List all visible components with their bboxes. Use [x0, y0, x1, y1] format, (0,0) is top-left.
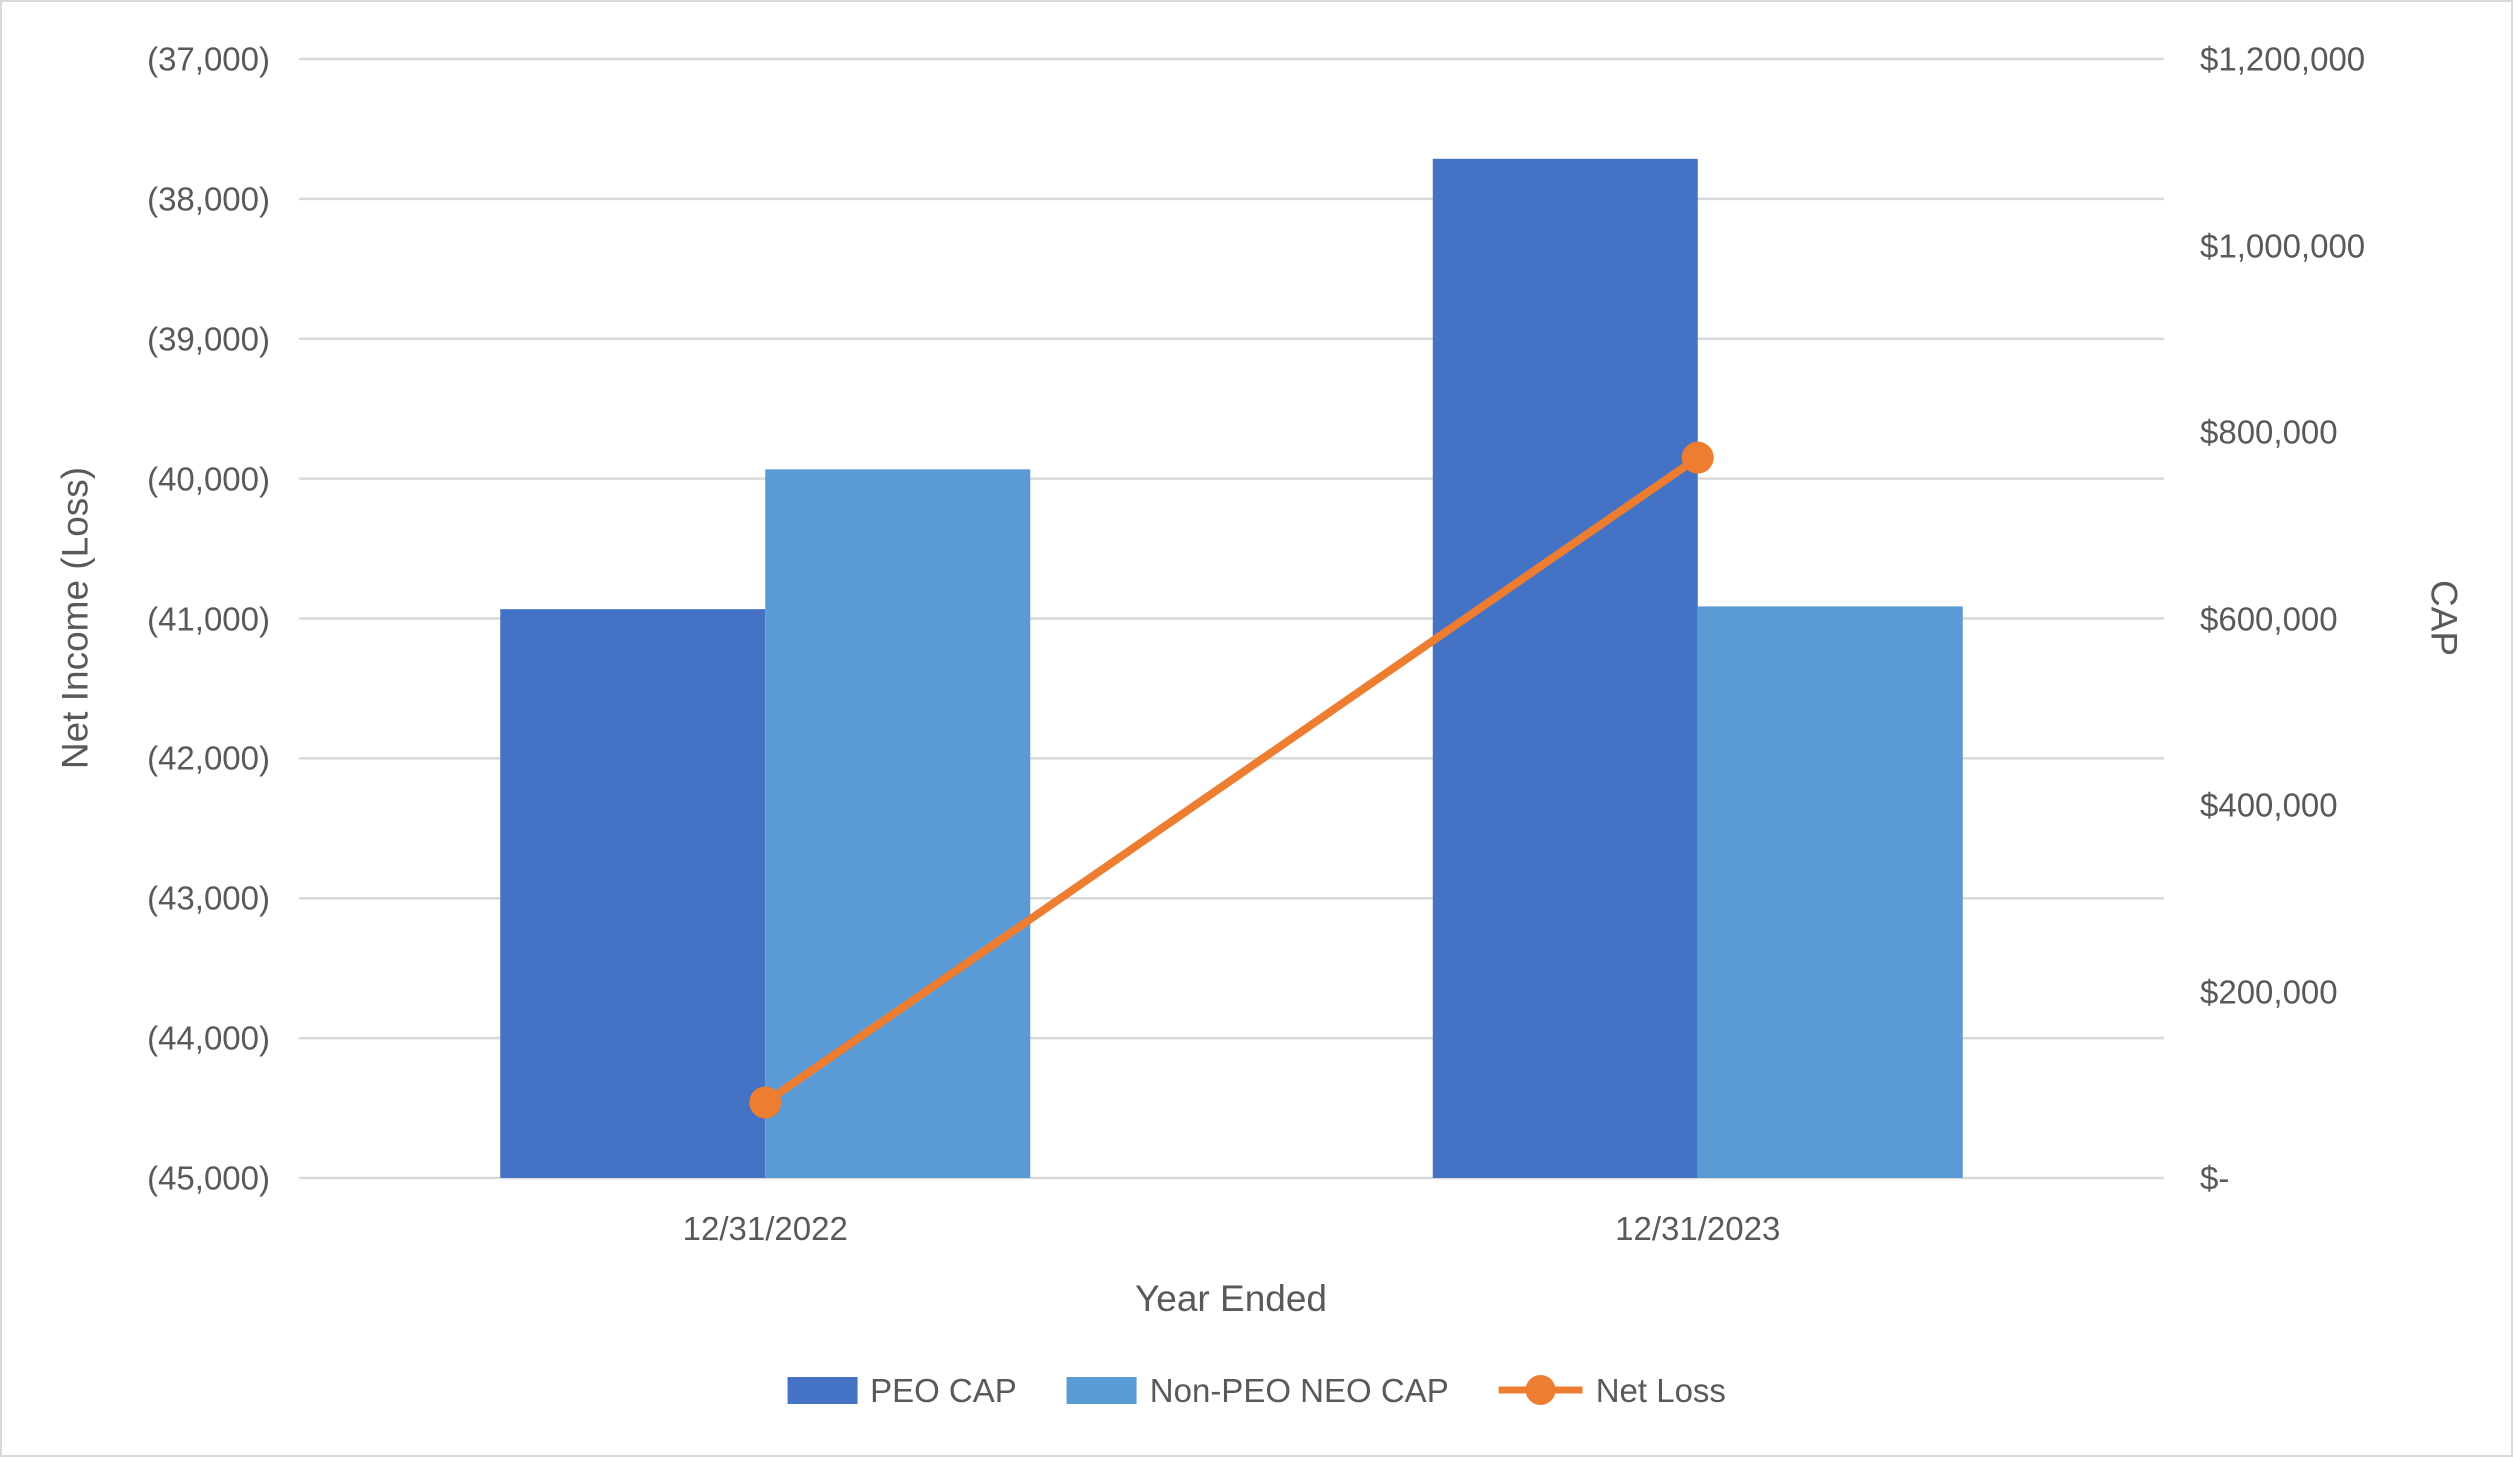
right-axis-tick: $1,000,000 [2200, 227, 2366, 264]
left-axis-tick: (42,000) [147, 739, 270, 777]
right-axis-tick: $- [2200, 1159, 2230, 1197]
right-axis-tick: $400,000 [2200, 786, 2338, 824]
x-axis-label-12-31-2023: 12/31/2023 [1615, 1210, 1781, 1247]
bar-peo-cap-12-31-2023 [1432, 158, 1698, 1179]
legend-label-peo-cap: PEO CAP [870, 1371, 1017, 1409]
left-axis-tick: (44,000) [147, 1019, 270, 1057]
legend-item-peo-cap: PEO CAP [787, 1374, 1017, 1407]
legend-swatch-non-peo-neo-cap [1066, 1376, 1137, 1404]
net-loss-marker-12-31-2022 [749, 1086, 782, 1119]
legend-label-net-loss: Net Loss [1595, 1371, 1726, 1409]
left-axis-tick: (40,000) [147, 460, 270, 498]
legend-item-non-peo-neo-cap: Non-PEO NEO CAP [1066, 1371, 1449, 1409]
left-axis-tick: (37,000) [147, 40, 270, 78]
legend-item-net-loss: Net Loss [1498, 1370, 1726, 1410]
legend-marker-net-loss [1525, 1375, 1556, 1405]
bar-non-peo-neo-cap-12-31-2022 [765, 469, 1031, 1178]
legend-label-non-peo-neo-cap: Non-PEO NEO CAP [1149, 1371, 1449, 1409]
bar-non-peo-neo-cap-12-31-2023 [1697, 606, 1963, 1178]
x-axis-label-12-31-2022: 12/31/2022 [682, 1210, 848, 1247]
legend-swatch-peo-cap [787, 1376, 858, 1404]
x-axis-title: Year Ended [1134, 1278, 1328, 1319]
left-axis-tick: (39,000) [147, 320, 270, 358]
net-loss-marker-12-31-2023 [1681, 441, 1714, 474]
right-axis-tick: $600,000 [2200, 600, 2338, 637]
right-axis-tick: $200,000 [2200, 973, 2338, 1010]
left-axis-tick: (45,000) [147, 1159, 270, 1197]
left-axis-tick: (38,000) [147, 180, 270, 218]
legend-swatch-net-loss [1498, 1375, 1583, 1405]
legend: PEO CAP Non-PEO NEO CAP Net Loss [787, 1370, 1726, 1410]
bar-peo-cap-12-31-2022 [500, 609, 766, 1178]
right-axis-tick: $800,000 [2200, 413, 2338, 451]
net-loss-line [761, 453, 1702, 1107]
right-axis-tick: $1,200,000 [2200, 40, 2366, 78]
left-axis-tick: (43,000) [147, 879, 270, 917]
left-axis-tick: (41,000) [147, 600, 270, 637]
right-axis-title: CAP [2423, 579, 2465, 657]
